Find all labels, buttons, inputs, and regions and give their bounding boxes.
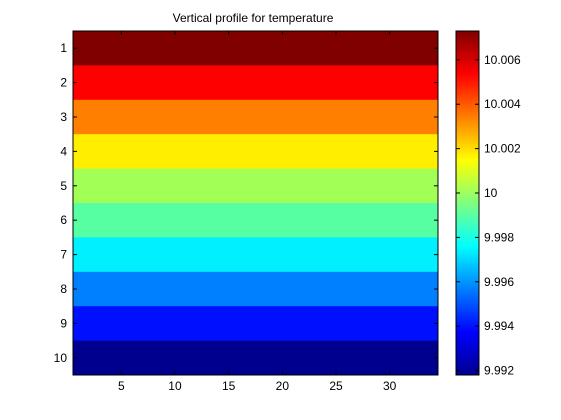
colorbar-tick-label: 9.998 [484,230,514,244]
heatmap-row-1 [73,31,438,66]
y-tick-label: 4 [60,144,67,158]
x-tick-label: 20 [276,379,290,393]
colorbar-axis: 9.992 9.994 9.996 9.998 10 10.002 10.004 10.006 [456,53,521,378]
y-tick-label: 7 [60,248,67,262]
chart-title: Vertical profile for temperature [173,11,334,25]
colorbar-tick-label: 10.002 [484,142,521,156]
heatmap-row-2 [73,65,438,101]
colorbar-tick-label: 9.996 [484,275,514,289]
y-tick-label: 1 [60,41,67,55]
y-tick-label: 5 [60,179,67,193]
x-tick-label: 30 [383,379,397,393]
heatmap-row-3 [73,99,438,135]
colorbar-tick-label: 9.992 [484,364,514,378]
y-tick-label: 10 [54,351,68,365]
heatmap-row-7 [73,237,438,273]
colorbar-frame [455,30,480,376]
heatmap-row-10 [73,340,438,376]
x-tick-label: 25 [329,379,343,393]
plot-frame [72,30,439,376]
heatmap-row-8 [73,271,438,307]
y-axis: 1 2 3 4 5 6 7 8 9 10 [54,41,438,365]
heatmap-row-4 [73,134,438,170]
x-tick-label: 15 [222,379,236,393]
y-tick-label: 6 [60,213,67,227]
colorbar-tick-label: 9.994 [484,319,514,333]
x-axis: 5 10 15 20 25 30 [118,31,397,393]
x-tick-label: 10 [168,379,182,393]
colorbar-tick-label: 10.006 [484,53,521,67]
x-tick-label: 5 [118,379,125,393]
heatmap-row-5 [73,168,438,204]
colorbar-tick-label: 10.004 [484,97,521,111]
colorbar [456,31,479,375]
y-tick-label: 3 [60,110,67,124]
colorbar-tick-label: 10 [484,186,498,200]
heatmap-row-6 [73,203,438,238]
y-tick-label: 8 [60,282,67,296]
heatmap-rows [73,31,438,376]
y-tick-label: 9 [60,316,67,330]
heatmap-row-9 [73,306,438,342]
y-tick-label: 2 [60,76,67,90]
